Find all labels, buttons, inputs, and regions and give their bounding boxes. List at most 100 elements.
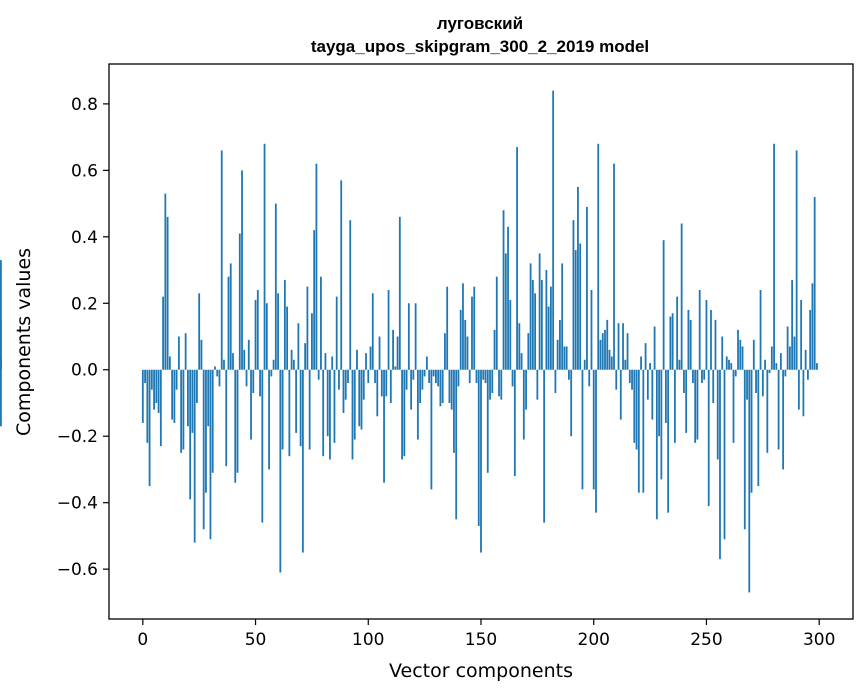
bar-72: [304, 343, 307, 370]
bar-85: [333, 369, 336, 443]
bar-60: [277, 293, 279, 370]
bar-204: [601, 333, 604, 370]
bar-173: [531, 280, 534, 370]
chart-subtitle: tayga_upos_skipgram_300_2_2019 model: [311, 37, 649, 56]
bar-167: [518, 323, 521, 370]
bar-92: [349, 220, 352, 370]
bar-57: [270, 369, 273, 377]
bar-207: [608, 349, 611, 370]
bar-165: [513, 369, 516, 477]
y-tick-label: −0.2: [57, 427, 98, 447]
bar-251: [707, 369, 710, 507]
bar-20: [187, 369, 189, 427]
bar-237: [676, 296, 679, 370]
bar-185: [559, 319, 561, 370]
bar-184: [556, 339, 559, 370]
x-tick-label: 100: [352, 630, 384, 650]
bar-38: [227, 276, 230, 370]
bar-156: [493, 329, 496, 370]
bar-195: [581, 369, 584, 490]
bar-199: [590, 289, 593, 370]
bar-161: [504, 253, 507, 370]
y-tick-label: −0.4: [57, 494, 98, 514]
bar-278: [768, 369, 771, 374]
bar-140: [457, 369, 460, 387]
bar-33: [216, 369, 219, 377]
bar-153: [486, 369, 489, 473]
bar-3: [148, 369, 151, 487]
bar-263: [734, 369, 737, 377]
bar-52: [259, 369, 261, 397]
bar-89: [342, 369, 345, 413]
bar-145: [468, 369, 471, 384]
bar-139: [455, 369, 458, 520]
bar-113: [396, 336, 399, 370]
bar-10: [164, 193, 167, 370]
bar-221: [640, 356, 642, 370]
bar-154: [489, 369, 491, 400]
bar-283: [779, 353, 782, 370]
y-axis-ticks: −0.6 −0.4 −0.2 0.0 0.2 0.4 0.6 0.8: [57, 95, 109, 580]
bar-109: [387, 289, 390, 370]
y-tick-label: 0.2: [71, 294, 98, 314]
bar-212: [619, 369, 622, 420]
bar-68: [295, 369, 298, 433]
bar-162: [507, 226, 509, 370]
bar-70: [299, 369, 302, 447]
bar-223: [644, 343, 647, 370]
plot-frame: [108, 63, 854, 620]
bar-25: [198, 293, 201, 370]
bar-96: [358, 369, 361, 427]
bar-144: [466, 336, 469, 370]
bar-64: [286, 306, 289, 370]
bar-230: [660, 369, 663, 480]
bar-130: [435, 369, 437, 384]
bar-135: [446, 286, 449, 370]
bar-138: [453, 369, 455, 453]
bar-192: [574, 250, 577, 370]
bar-28: [205, 369, 207, 493]
bar-276: [764, 359, 766, 370]
bar-2: [146, 369, 149, 443]
bar-249: [703, 369, 706, 380]
bar-98: [362, 369, 365, 400]
bar-0: [141, 369, 144, 423]
bar-105: [378, 336, 381, 370]
bar-243: [689, 319, 692, 370]
bar-90: [344, 369, 347, 400]
bar-7: [157, 369, 160, 413]
bar-182: [552, 90, 555, 370]
bar-142: [462, 283, 464, 370]
bar-101: [369, 346, 372, 370]
bar-150: [480, 369, 482, 553]
bar-180: [547, 306, 550, 370]
bar-undefined: [0, 260, 2, 370]
bar-196: [583, 359, 586, 370]
bar-45: [243, 349, 246, 370]
bar-136: [448, 369, 451, 403]
bar-211: [617, 323, 620, 370]
bar-209: [613, 163, 615, 370]
bar-17: [180, 369, 183, 453]
bar-104: [376, 369, 379, 417]
bar-241: [685, 369, 688, 433]
bar-62: [281, 369, 284, 450]
bar-41: [234, 369, 237, 483]
bar-26: [200, 339, 203, 370]
bar-275: [761, 369, 764, 397]
bar-206: [606, 319, 609, 370]
bar-53: [261, 369, 264, 523]
bar-146: [471, 296, 473, 370]
bar-42: [236, 369, 239, 473]
bar-225: [649, 363, 651, 370]
bar-141: [459, 309, 462, 370]
bar-102: [371, 293, 374, 370]
bar-152: [484, 369, 487, 384]
bar-99: [365, 353, 367, 370]
bar-46: [245, 369, 248, 387]
y-tick-label: 0.8: [71, 95, 98, 115]
bar-49: [252, 369, 255, 394]
bar-120: [412, 369, 415, 380]
bar-205: [604, 329, 606, 370]
bar-55: [265, 303, 268, 370]
